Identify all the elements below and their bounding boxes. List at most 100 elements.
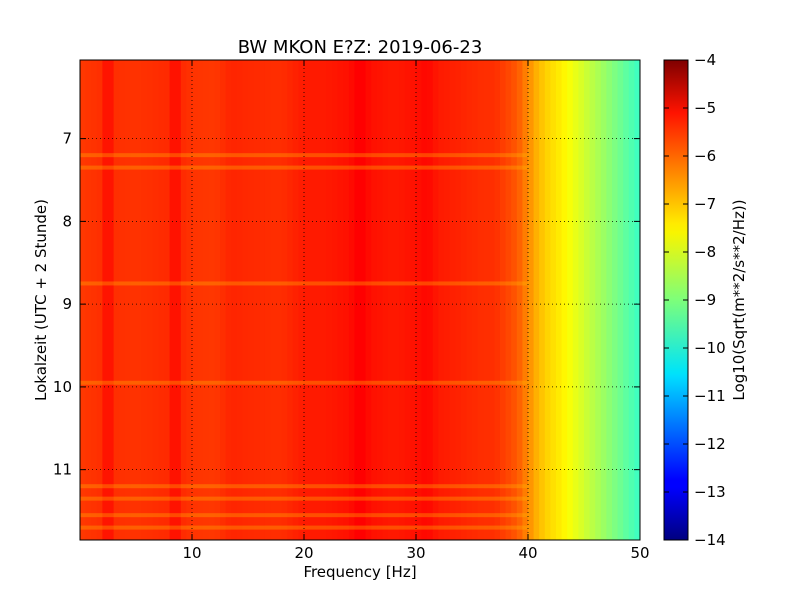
heatmap-column bbox=[572, 60, 579, 540]
heatmap-column bbox=[164, 60, 171, 540]
heatmap-column bbox=[421, 60, 428, 540]
heatmap-column bbox=[242, 60, 249, 540]
heatmap-column bbox=[539, 60, 546, 540]
heatmap-column bbox=[96, 60, 103, 540]
heatmap-column bbox=[578, 60, 585, 540]
heatmap-column bbox=[561, 60, 568, 540]
heatmap-column bbox=[264, 60, 271, 540]
heatmap-column bbox=[399, 60, 406, 540]
heatmap-column bbox=[628, 60, 635, 540]
y-tick-label: 9 bbox=[62, 295, 72, 313]
y-tick-label: 10 bbox=[53, 378, 72, 396]
heatmap-column bbox=[600, 60, 607, 540]
colorbar: −4 −5 −6 −7 −8 −9 −10 −11 −12 −13 −14 Log10(Sqrt(m… bbox=[663, 51, 748, 549]
x-tick-label: 10 bbox=[182, 544, 201, 562]
x-tick-label: 20 bbox=[294, 544, 313, 562]
heatmap-column bbox=[231, 60, 238, 540]
heatmap-column bbox=[354, 60, 361, 540]
heatmap-column bbox=[119, 60, 126, 540]
heatmap-column bbox=[511, 60, 518, 540]
heatmap-column bbox=[152, 60, 159, 540]
heatmap-column bbox=[192, 60, 199, 540]
heatmap-column bbox=[634, 60, 640, 540]
heatmap-column bbox=[444, 60, 451, 540]
heatmap-column bbox=[556, 60, 563, 540]
heatmap-column bbox=[550, 60, 557, 540]
heatmap-column bbox=[248, 60, 255, 540]
heatmap-column bbox=[432, 60, 439, 540]
heatmap-time-band bbox=[80, 496, 528, 501]
heatmap-time-band bbox=[80, 165, 528, 170]
heatmap-column bbox=[91, 60, 98, 540]
heatmap-column bbox=[276, 60, 283, 540]
y-tick-label: 11 bbox=[53, 461, 72, 479]
colorbar-tick-label: −8 bbox=[694, 243, 716, 261]
heatmap-column bbox=[371, 60, 378, 540]
y-axis-ticks: 7 8 9 10 11 bbox=[53, 130, 640, 479]
heatmap-column bbox=[124, 60, 131, 540]
heatmap-column bbox=[533, 60, 540, 540]
heatmap-column bbox=[108, 60, 115, 540]
heatmap-column bbox=[455, 60, 462, 540]
heatmap-column bbox=[606, 60, 613, 540]
heatmap-column bbox=[595, 60, 602, 540]
heatmap-time-band bbox=[80, 513, 528, 518]
chart-title: BW MKON E?Z: 2019-06-23 bbox=[238, 37, 483, 58]
heatmap-column bbox=[348, 60, 355, 540]
y-axis-label: Lokalzeit (UTC + 2 Stunde) bbox=[32, 199, 50, 401]
heatmap-column bbox=[617, 60, 624, 540]
heatmap-column bbox=[259, 60, 266, 540]
heatmap-column bbox=[522, 60, 529, 540]
heatmap-column bbox=[612, 60, 619, 540]
heatmap-column bbox=[236, 60, 243, 540]
heatmap-column bbox=[169, 60, 176, 540]
heatmap-columns bbox=[80, 60, 640, 540]
heatmap-time-band bbox=[80, 281, 528, 286]
heatmap-column bbox=[304, 60, 311, 540]
heatmap-column bbox=[220, 60, 227, 540]
heatmap-column bbox=[376, 60, 383, 540]
heatmap-column bbox=[388, 60, 395, 540]
heatmap-column bbox=[460, 60, 467, 540]
heatmap-column bbox=[505, 60, 512, 540]
colorbar-tick-label: −12 bbox=[694, 435, 726, 453]
heatmap-time-band bbox=[80, 484, 528, 489]
heatmap-time-band bbox=[80, 153, 528, 158]
heatmap-column bbox=[449, 60, 456, 540]
colorbar-tick-label: −7 bbox=[694, 195, 716, 213]
heatmap-column bbox=[494, 60, 501, 540]
heatmap-column bbox=[466, 60, 473, 540]
heatmap-column bbox=[180, 60, 187, 540]
y-tick-label: 7 bbox=[62, 130, 72, 148]
heatmap-column bbox=[175, 60, 182, 540]
heatmap-column bbox=[483, 60, 490, 540]
heatmap-column bbox=[438, 60, 445, 540]
heatmap-column bbox=[516, 60, 523, 540]
heatmap-column bbox=[544, 60, 551, 540]
heatmap-time-bands bbox=[80, 153, 528, 530]
heatmap-column bbox=[416, 60, 423, 540]
heatmap-column bbox=[427, 60, 434, 540]
colorbar-tick-label: −11 bbox=[694, 387, 726, 405]
heatmap-column bbox=[500, 60, 507, 540]
x-tick-label: 30 bbox=[406, 544, 425, 562]
heatmap-column bbox=[186, 60, 193, 540]
colorbar-tick-label: −5 bbox=[694, 99, 716, 117]
heatmap-column bbox=[488, 60, 495, 540]
heatmap-time-band bbox=[80, 525, 528, 530]
plot-frame bbox=[79, 59, 641, 541]
y-tick-label: 8 bbox=[62, 212, 72, 230]
x-axis-label: Frequency [Hz] bbox=[303, 563, 416, 581]
heatmap-column bbox=[203, 60, 210, 540]
heatmap-column bbox=[326, 60, 333, 540]
colorbar-label: Log10(Sqrt(m**2/s**2/Hz)) bbox=[730, 199, 748, 400]
colorbar-tick-label: −6 bbox=[694, 147, 716, 165]
heatmap-column bbox=[147, 60, 154, 540]
colorbar-tick-label: −9 bbox=[694, 291, 716, 309]
heatmap-time-band bbox=[80, 380, 528, 385]
heatmap-column bbox=[404, 60, 411, 540]
colorbar-ticks: −4 −5 −6 −7 −8 −9 −10 −11 −12 −13 −14 bbox=[664, 51, 726, 549]
plot-area bbox=[80, 60, 640, 540]
heatmap-column bbox=[214, 60, 221, 540]
heatmap-column bbox=[343, 60, 350, 540]
